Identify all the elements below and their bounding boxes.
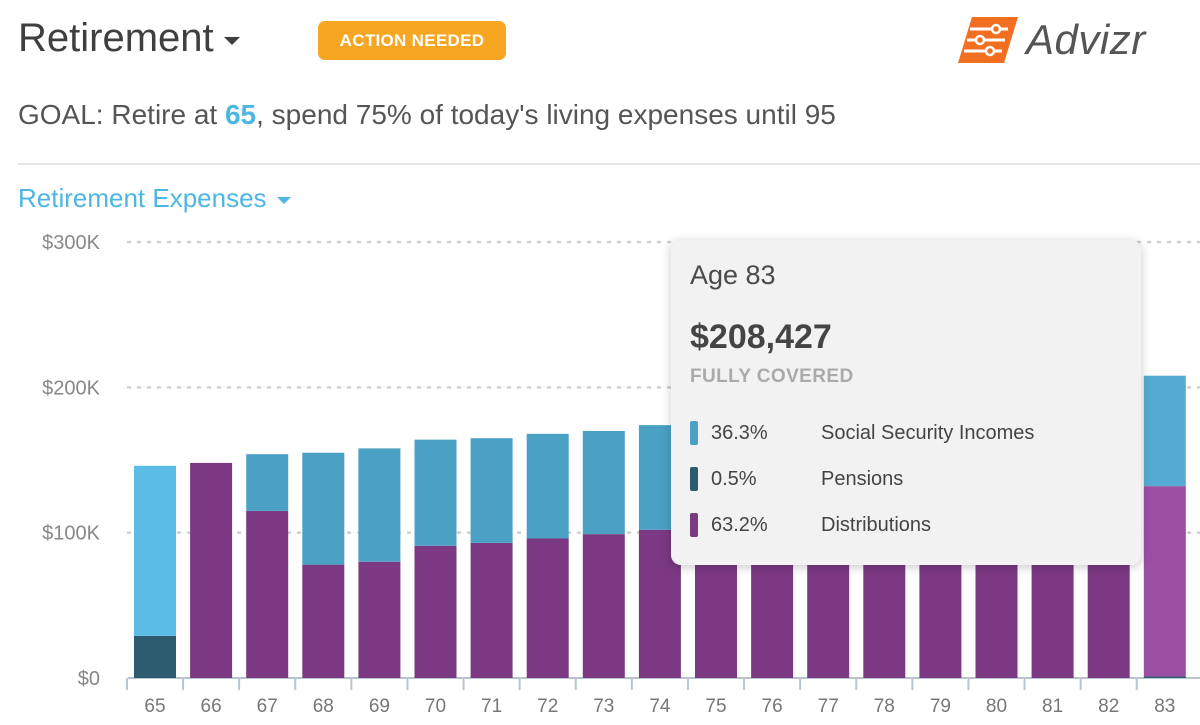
bar-segment-distributions [1143,486,1186,677]
y-tick-label: $100K [42,523,100,545]
legend-swatch [690,467,698,491]
bar-segment-social-security [302,452,345,565]
tooltip-amount: $208,427 [690,318,832,356]
x-tick-label: 68 [313,696,334,717]
x-tick-label: 82 [1098,696,1119,717]
caret-down-icon[interactable] [223,37,240,45]
bar-segment-social-security [414,439,457,546]
bar-segment-distributions [414,545,457,678]
x-tick-label: 77 [818,696,839,717]
tooltip-series-name: Distributions [821,513,932,536]
tooltip-pct: 0.5% [711,467,757,490]
tooltip-series-name: Pensions [821,467,904,490]
goal-statement: GOAL: Retire at 65, spend 75% of today's… [18,95,836,135]
goal-age: 65 [224,99,257,130]
bar-segment-distributions [358,561,401,678]
legend-swatch [690,421,698,445]
x-tick-label: 73 [593,696,614,717]
y-tick-label: $300K [42,232,100,254]
x-tick-label: 74 [649,696,671,717]
x-tick-label: 78 [874,696,895,717]
goal-prefix: GOAL: Retire at [18,99,225,130]
x-tick-label: 81 [1042,696,1063,717]
x-tick-label: 76 [762,696,783,717]
x-tick-label: 72 [537,696,558,717]
x-tick-label: 71 [481,696,502,717]
x-tick-label: 75 [705,696,726,717]
view-selector[interactable]: Retirement Expenses [18,180,291,216]
tooltip-pct: 63.2% [711,513,768,536]
bar-segment-social-security [470,438,513,543]
tooltip-pct: 36.3% [711,421,768,444]
bar-segment-distributions [190,462,233,678]
bar-segment-social-security [582,430,625,535]
x-tick-label: 65 [144,696,165,717]
sliders-icon [958,17,1018,63]
x-tick-label: 66 [201,696,222,717]
x-tick-label: 83 [1154,696,1175,717]
x-tick-label: 70 [425,696,446,717]
goal-suffix: , spend 75% of today's living expenses u… [256,99,836,130]
tooltip-series-name: Social Security Incomes [821,421,1035,444]
retirement-menu[interactable]: Retirement [18,12,240,64]
caret-down-icon[interactable] [276,196,291,204]
bar-segment-distributions [582,534,625,678]
logo-wordmark: Advizr [1026,16,1146,63]
advizr-logo: Advizr [958,10,1173,70]
bar-segment-social-security [358,448,401,562]
x-tick-label: 80 [986,696,1007,717]
bar-segment-social-security [526,433,569,539]
bar-segment-social-security [246,454,289,511]
chart-tooltip: Age 83 $208,427 FULLY COVERED 36.3% Soci… [671,240,1141,565]
tooltip-row-pensions: 0.5% Pensions [690,466,903,492]
y-tick-label: $0 [78,668,100,690]
bar-segment-distributions [302,564,345,678]
bar-segment-social-security [134,465,176,636]
x-tick-label: 69 [369,696,390,717]
view-selector-label: Retirement Expenses [18,183,267,213]
legend-swatch [690,513,698,537]
y-tick-label: $200K [42,377,100,399]
bar-segment-pensions [134,635,176,678]
bar-segment-distributions [470,542,513,678]
bar-segment-distributions [526,538,569,678]
tooltip-row-distributions: 63.2% Distributions [690,512,931,538]
tooltip-row-social-security: 36.3% Social Security Incomes [690,420,1034,446]
tooltip-status: FULLY COVERED [690,366,854,387]
bar-segment-social-security [1143,375,1186,487]
header-divider [18,163,1200,165]
x-tick-label: 79 [930,696,951,717]
x-tick-label: 67 [257,696,278,717]
tooltip-age: Age 83 [690,260,776,290]
action-needed-badge[interactable]: ACTION NEEDED [318,21,506,60]
bar-segment-distributions [246,510,289,678]
page-title: Retirement [18,16,214,60]
bar-segment-pensions [1143,676,1186,678]
